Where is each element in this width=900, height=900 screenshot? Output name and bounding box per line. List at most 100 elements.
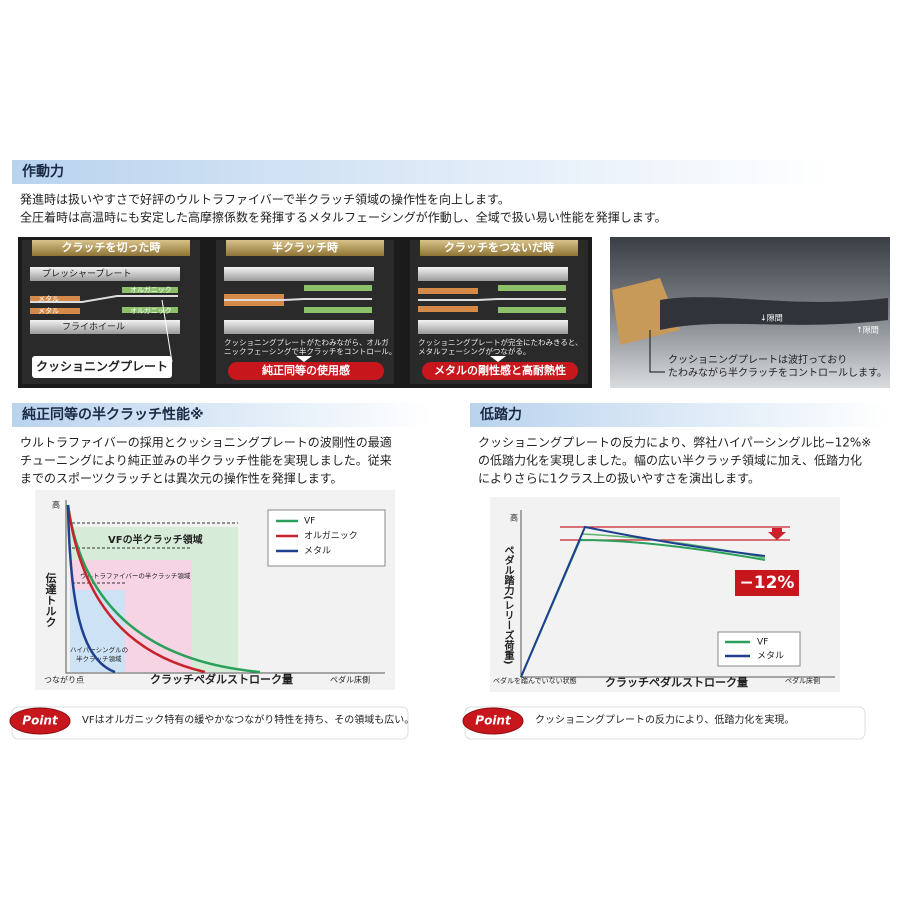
legend-box bbox=[267, 509, 386, 567]
organic bbox=[498, 307, 566, 313]
label: オルガニック bbox=[130, 306, 172, 315]
body-line: までのスポーツクラッチとは異次元の操作性を発揮します。 bbox=[20, 471, 343, 486]
point-text: クッショニングプレートの反力により、低踏力化を実現。 bbox=[535, 713, 794, 726]
y-axis-label: 伝達トルク bbox=[44, 571, 57, 627]
section-header bbox=[470, 403, 890, 427]
label: フライホイール bbox=[62, 322, 125, 333]
flywheel bbox=[418, 320, 568, 334]
label: オルガニック bbox=[130, 285, 172, 294]
metal bbox=[418, 306, 478, 312]
cushion-plate bbox=[30, 295, 178, 303]
section-title: 純正同等の半クラッチ性能※ bbox=[22, 406, 204, 423]
photo-label: ↑隙間 bbox=[856, 325, 879, 335]
organic bbox=[122, 307, 178, 313]
flywheel bbox=[224, 320, 374, 334]
photo-label: ↓隙間 bbox=[760, 313, 783, 323]
badge bbox=[735, 570, 799, 596]
legend-entry: VF bbox=[757, 638, 768, 648]
point-badge-bg bbox=[9, 707, 71, 735]
label: クラッチペダルストローク量 bbox=[150, 672, 293, 686]
body-line: クッショニングプレートの反力により、弊社ハイパーシングル比−12%※ bbox=[478, 435, 871, 450]
cushion-plate bbox=[224, 298, 372, 301]
label: プレッシャープレート bbox=[42, 269, 131, 280]
legend-entry: メタル bbox=[757, 651, 784, 662]
intro-line: 発進時は扱いやすさで好評のウルトラファイバーで半クラッチ領域の操作性を向上します… bbox=[20, 192, 510, 207]
metal bbox=[30, 296, 80, 302]
plate bbox=[660, 297, 888, 330]
panel-title: 半クラッチ時 bbox=[272, 240, 338, 254]
label: ペダルを踏んでいない状態 bbox=[493, 676, 577, 685]
legend-box bbox=[717, 631, 801, 667]
point-badge: Point bbox=[22, 714, 59, 728]
label: 高 bbox=[510, 513, 518, 523]
organic bbox=[304, 307, 372, 313]
pressure-plate bbox=[224, 267, 374, 281]
arrow bbox=[490, 356, 506, 362]
panel-title: クラッチを切った時 bbox=[62, 240, 161, 254]
photo-caption: クッショニングプレートは波打っており bbox=[668, 353, 847, 366]
legend-entry: オルガニック bbox=[304, 531, 358, 542]
legend-entry: メタル bbox=[304, 546, 331, 557]
panel-title: クラッチをつないだ時 bbox=[444, 240, 554, 254]
caption: クッショニングプレートがたわみながら、オルガ bbox=[224, 337, 389, 347]
badge bbox=[228, 362, 384, 380]
section-header bbox=[12, 403, 432, 427]
caption: クッショニングプレートが完全にたわみきると、 bbox=[418, 337, 583, 347]
badge: メタルの剛性感と高耐熱性 bbox=[434, 363, 566, 377]
body-line: の低踏力化を実現しました。幅の広い半クラッチ領域に加え、低踏力化 bbox=[478, 453, 862, 468]
callout-line bbox=[649, 330, 665, 373]
intro-line: 全圧着時は高温時にも安定した高摩擦係数を発揮するメタルフェーシングが作動し、全域… bbox=[20, 210, 667, 225]
arrow bbox=[768, 528, 786, 540]
label: 高 bbox=[52, 500, 60, 510]
curve-metal bbox=[66, 504, 116, 674]
organic bbox=[304, 285, 372, 291]
curve-organic bbox=[66, 504, 206, 674]
organic bbox=[122, 287, 178, 293]
panel-title-bg bbox=[32, 240, 190, 256]
callout-line bbox=[161, 299, 173, 363]
legend-entry: VF bbox=[304, 517, 315, 527]
label: つながり点 bbox=[44, 675, 84, 685]
label: メタル bbox=[38, 294, 59, 303]
curve-vf bbox=[520, 538, 766, 678]
body-line: によりさらに1クラス上の扱いやすさを演出します。 bbox=[478, 471, 760, 486]
flywheel bbox=[30, 320, 180, 334]
arrow bbox=[296, 356, 312, 362]
cushion-plate bbox=[418, 298, 566, 301]
curve-metal bbox=[520, 525, 766, 678]
callout: クッショニングプレート bbox=[36, 359, 168, 374]
point-badge-bg bbox=[462, 707, 524, 735]
section-header bbox=[12, 160, 832, 184]
callout-bg bbox=[32, 356, 172, 378]
section-title: 作動力 bbox=[22, 163, 64, 180]
label: ペダル床側 bbox=[330, 675, 370, 685]
badge: 純正同等の使用感 bbox=[262, 363, 350, 377]
label: メタル bbox=[38, 306, 59, 315]
metal bbox=[418, 288, 478, 294]
region-label: ウルトラファイバーの半クラッチ領域 bbox=[80, 571, 191, 580]
body-line: チューニングにより純正並みの半クラッチ性能を実現しました。従来 bbox=[20, 453, 392, 468]
pressure-plate bbox=[30, 267, 180, 281]
label: ペダル床側 bbox=[785, 676, 820, 685]
point-badge: Point bbox=[475, 714, 512, 728]
photo-caption: たわみながら半クラッチをコントロールします。 bbox=[668, 366, 887, 379]
region-label: 半クラッチ領域 bbox=[76, 654, 122, 663]
metal bbox=[30, 308, 80, 314]
label: クラッチペダルストローク量 bbox=[605, 675, 748, 689]
caption: ニックフェーシングで半クラッチをコントロール。 bbox=[224, 346, 396, 356]
region-label: VFの半クラッチ領域 bbox=[108, 533, 203, 546]
panel-title-bg bbox=[226, 240, 384, 256]
badge: −12% bbox=[740, 573, 795, 593]
panel-title-bg bbox=[420, 240, 578, 256]
point-text: VFはオルガニック特有の緩やかなつながり特性を持ち、その領域も広い。 bbox=[82, 713, 414, 726]
pressure-plate bbox=[418, 267, 568, 281]
caption: メタルフェーシングがつながる。 bbox=[418, 346, 530, 356]
badge bbox=[422, 362, 578, 380]
axis bbox=[65, 500, 385, 674]
body-line: ウルトラファイバーの採用とクッショニングプレートの波剛性の最適 bbox=[20, 435, 392, 450]
metal bbox=[224, 294, 284, 300]
y-axis-label: ペダル踏力(レリーズ荷重) bbox=[502, 545, 515, 664]
organic bbox=[498, 285, 566, 291]
section-title: 低踏力 bbox=[479, 406, 522, 423]
